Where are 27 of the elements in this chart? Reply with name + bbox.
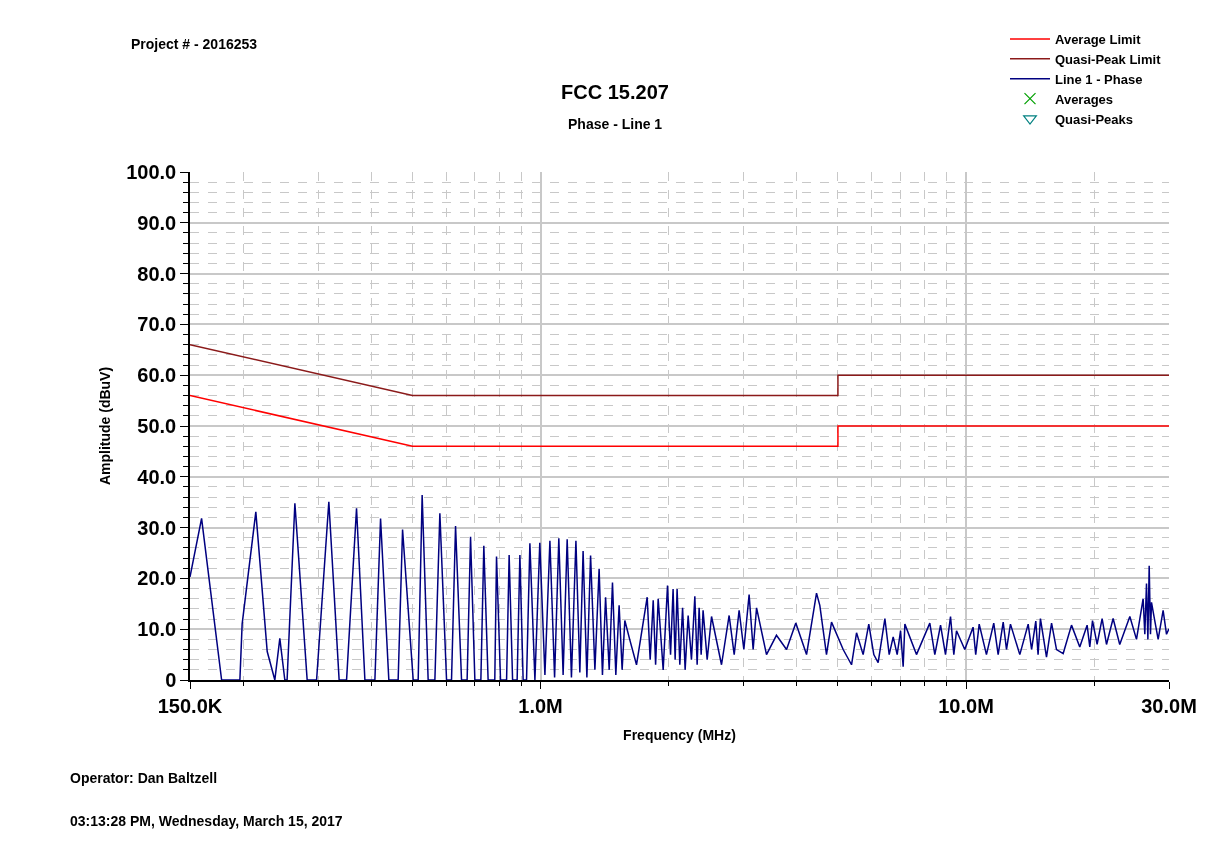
y-tick-label: 100.0 bbox=[126, 161, 177, 183]
legend-label: Quasi-Peak Limit bbox=[1055, 51, 1162, 67]
y-tick-label: 10.0 bbox=[137, 618, 177, 641]
legend-label: Quasi-Peaks bbox=[1055, 111, 1134, 127]
chart-title: FCC 15.207 bbox=[561, 81, 669, 103]
chart-subtitle: Phase - Line 1 bbox=[568, 116, 663, 132]
legend-label: Line 1 - Phase bbox=[1055, 71, 1143, 87]
x-axis-title: Frequency (MHz) bbox=[623, 726, 736, 743]
text: Operator: Dan Baltzell bbox=[70, 770, 218, 786]
y-tick-label: 70.0 bbox=[137, 313, 177, 336]
x-tick-label: 1.0M bbox=[518, 694, 563, 717]
y-tick-label: 20.0 bbox=[137, 567, 177, 590]
y-axis-title: Amplitude (dBuV) bbox=[97, 366, 114, 486]
legend-label: Average Limit bbox=[1055, 32, 1142, 48]
y-tick-label: 40.0 bbox=[137, 465, 177, 488]
legend-label: Averages bbox=[1055, 91, 1114, 107]
y-tick-label: 90.0 bbox=[137, 211, 177, 234]
x-tick-label: 150.0K bbox=[157, 694, 223, 717]
y-tick-label: 30.0 bbox=[137, 516, 177, 539]
x-tick-label: 10.0M bbox=[938, 694, 994, 717]
y-tick-label: 80.0 bbox=[137, 262, 177, 285]
y-tick-label: 60.0 bbox=[137, 364, 177, 387]
y-tick-label: 50.0 bbox=[137, 415, 177, 437]
y-tick-label: 0 bbox=[165, 669, 177, 691]
text: 03:13:28 PM, Wednesday, March 15, 2017 bbox=[70, 813, 343, 829]
x-tick-label: 30.0M bbox=[1141, 694, 1197, 717]
text: Project # - 2016253 bbox=[131, 36, 258, 52]
